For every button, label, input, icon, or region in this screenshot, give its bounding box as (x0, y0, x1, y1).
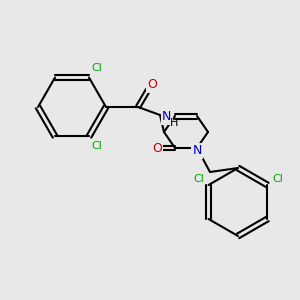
Text: N: N (162, 110, 171, 124)
Text: N: N (192, 145, 202, 158)
Text: Cl: Cl (92, 63, 102, 73)
Text: Cl: Cl (193, 174, 204, 184)
Text: H: H (170, 118, 178, 128)
Text: O: O (147, 79, 157, 92)
Text: Cl: Cl (272, 174, 283, 184)
Text: Cl: Cl (92, 141, 102, 152)
Text: O: O (152, 142, 162, 154)
